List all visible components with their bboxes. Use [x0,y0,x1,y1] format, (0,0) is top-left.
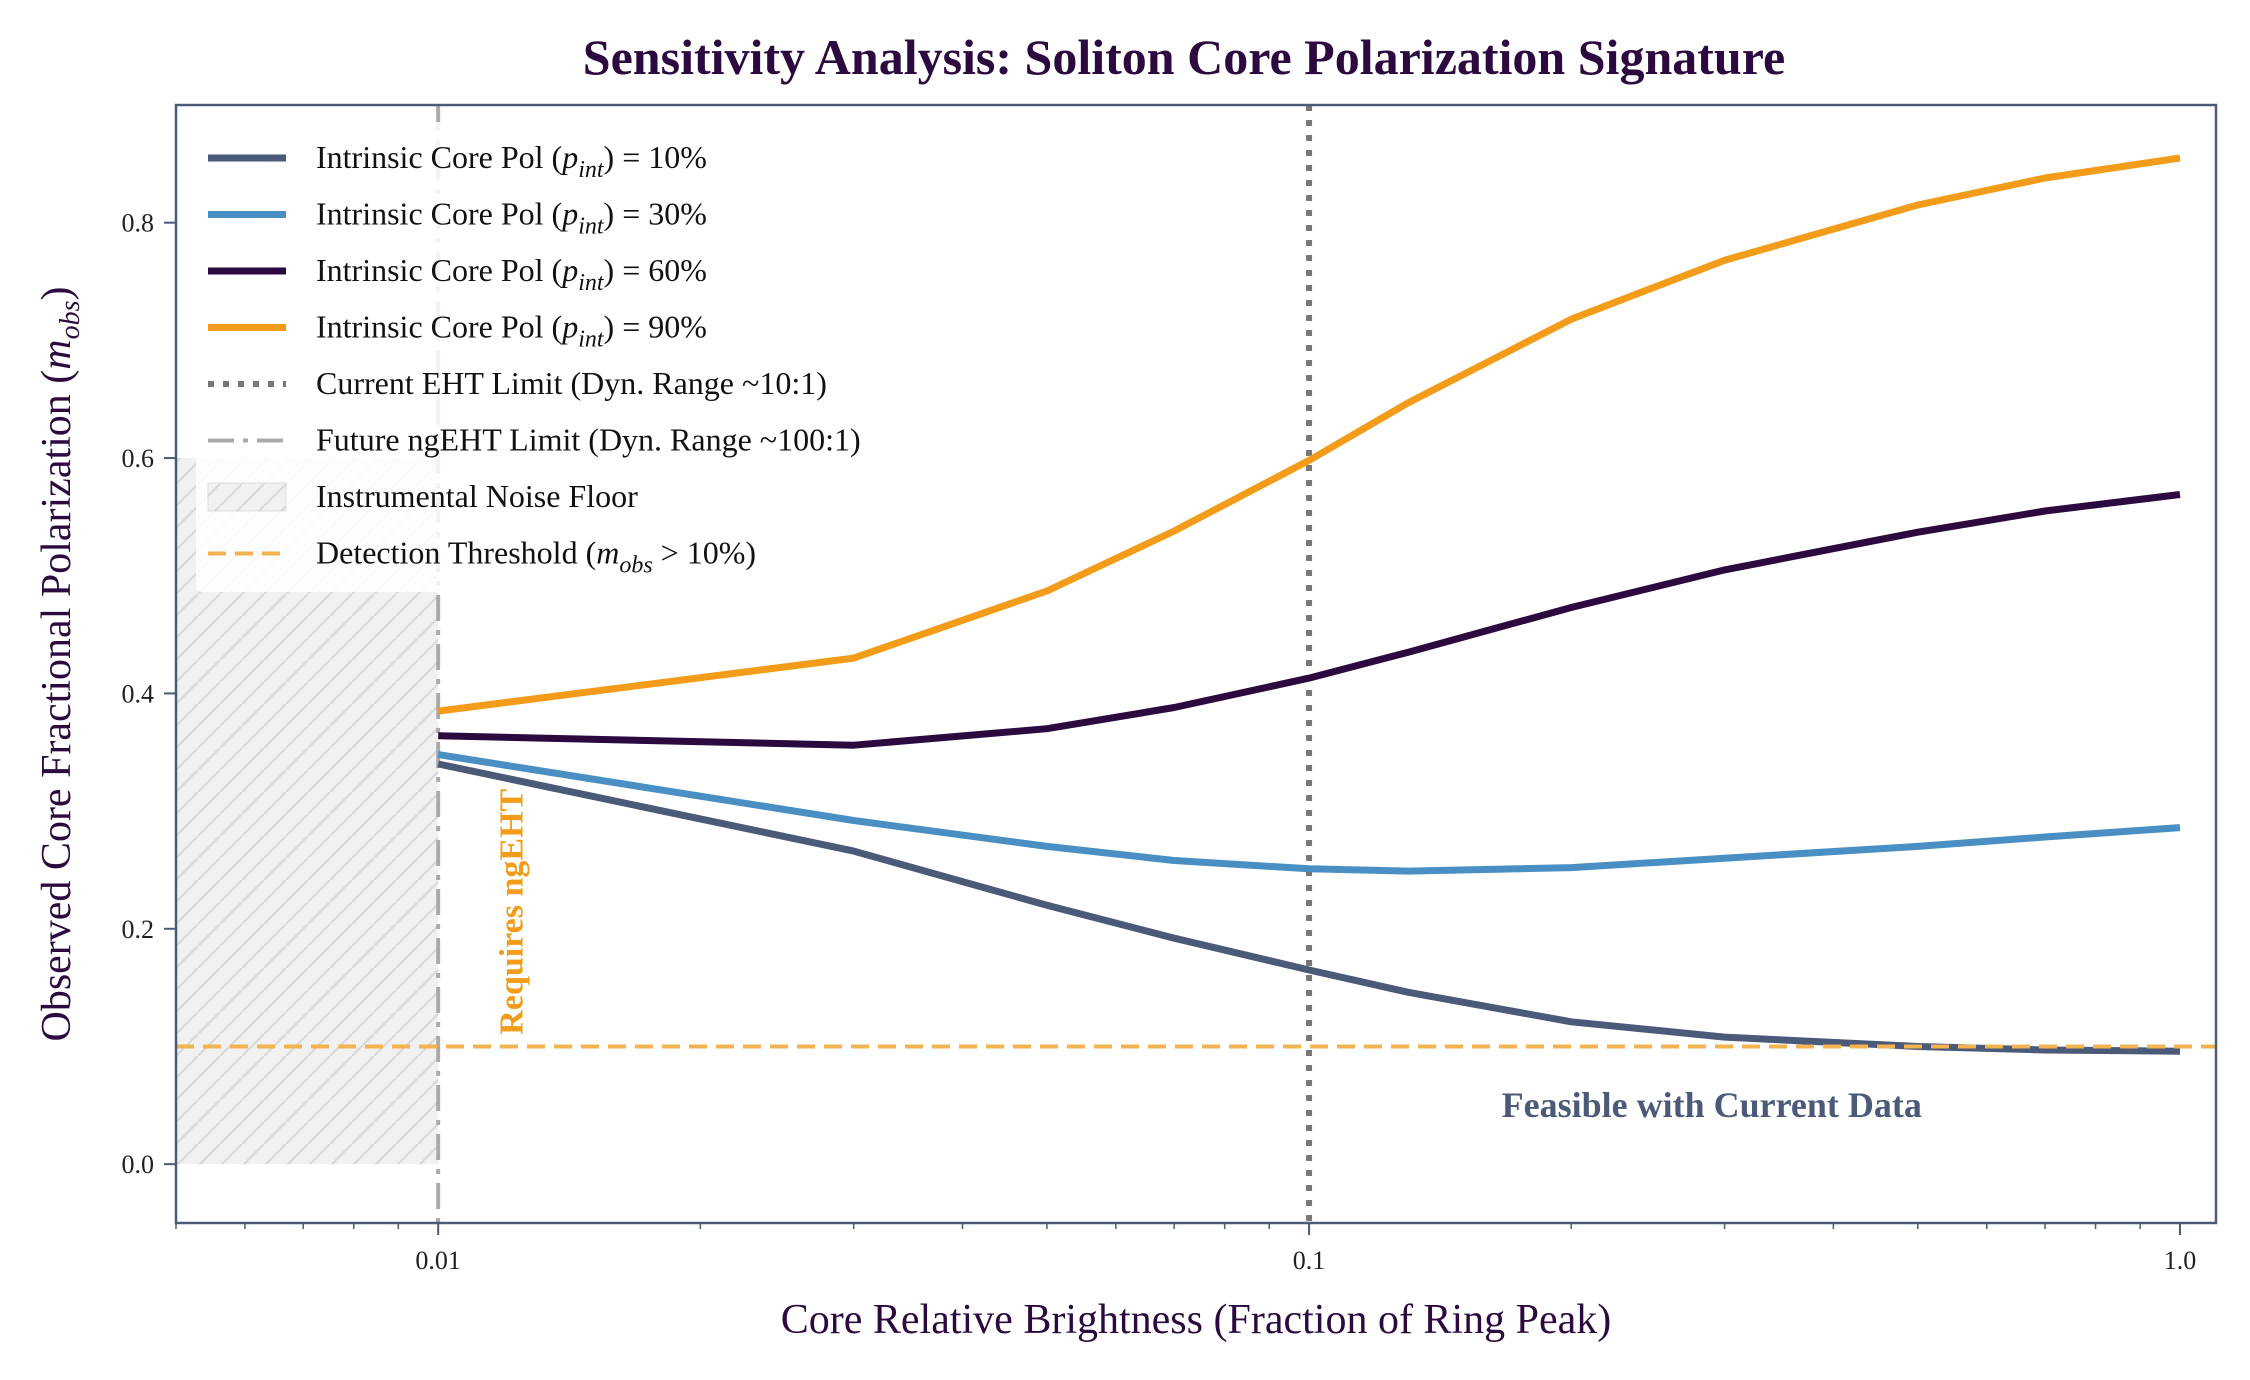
legend-item: Intrinsic Core Pol (pint) = 30% [208,196,707,240]
annotation-feasible-current-data: Feasible with Current Data [1502,1085,1922,1125]
legend-item: Intrinsic Core Pol (pint) = 60% [208,252,707,296]
legend-item: Intrinsic Core Pol (pint) = 90% [208,309,707,353]
legend-label: Intrinsic Core Pol (pint) = 60% [316,252,707,296]
legend-label: Intrinsic Core Pol (pint) = 90% [316,309,707,353]
legend-item: Instrumental Noise Floor [207,478,638,514]
x-tick-label: 0.1 [1293,1246,1326,1275]
legend-label: Intrinsic Core Pol (pint) = 10% [316,139,707,183]
y-tick-label: 0.8 [122,209,155,238]
legend-swatch-hatch [208,483,286,511]
legend-label: Instrumental Noise Floor [316,478,638,514]
legend-label: Future ngEHT Limit (Dyn. Range ~100:1) [316,422,861,458]
y-tick-label: 0.6 [122,444,155,473]
axes: 0.01 0.1 1.0 0.0 0.2 0.4 0.6 0.8 [122,103,2218,1275]
series-line-3 [438,491,2181,749]
plot-frame [174,103,2218,1225]
legend-item: Current EHT Limit (Dyn. Range ~10:1) [208,365,827,401]
x-tick-label: 1.0 [2164,1246,2197,1275]
series-line-2 [437,751,2181,875]
legend-item: Future ngEHT Limit (Dyn. Range ~100:1) [208,422,861,458]
legend-item: Detection Threshold (mobs > 10%) [208,535,756,579]
legend-label: Current EHT Limit (Dyn. Range ~10:1) [316,365,827,401]
annotation-requires-ngeht: Requires ngEHT [494,788,531,1034]
legend-item: Intrinsic Core Pol (pint) = 10% [208,139,707,183]
chart-title: Sensitivity Analysis: Soliton Core Polar… [583,29,1785,85]
x-tick-label: 0.01 [415,1246,461,1275]
x-axis-label: Core Relative Brightness (Fraction of Ri… [781,1297,1612,1343]
y-tick-label: 0.0 [122,1150,155,1179]
y-axis-label-text: Observed Core Fractional Polarization (m… [34,286,86,1041]
legend-box [196,122,964,592]
legend: Intrinsic Core Pol (pint) = 10% Intrinsic… [196,122,964,592]
y-tick-label: 0.2 [122,915,155,944]
y-axis-label: Observed Core Fractional Polarization (m… [34,286,86,1041]
legend-label: Detection Threshold (mobs > 10%) [316,535,756,579]
y-tick-label: 0.4 [122,679,155,708]
legend-label: Intrinsic Core Pol (pint) = 30% [316,196,707,240]
series-line-4 [437,154,2181,715]
